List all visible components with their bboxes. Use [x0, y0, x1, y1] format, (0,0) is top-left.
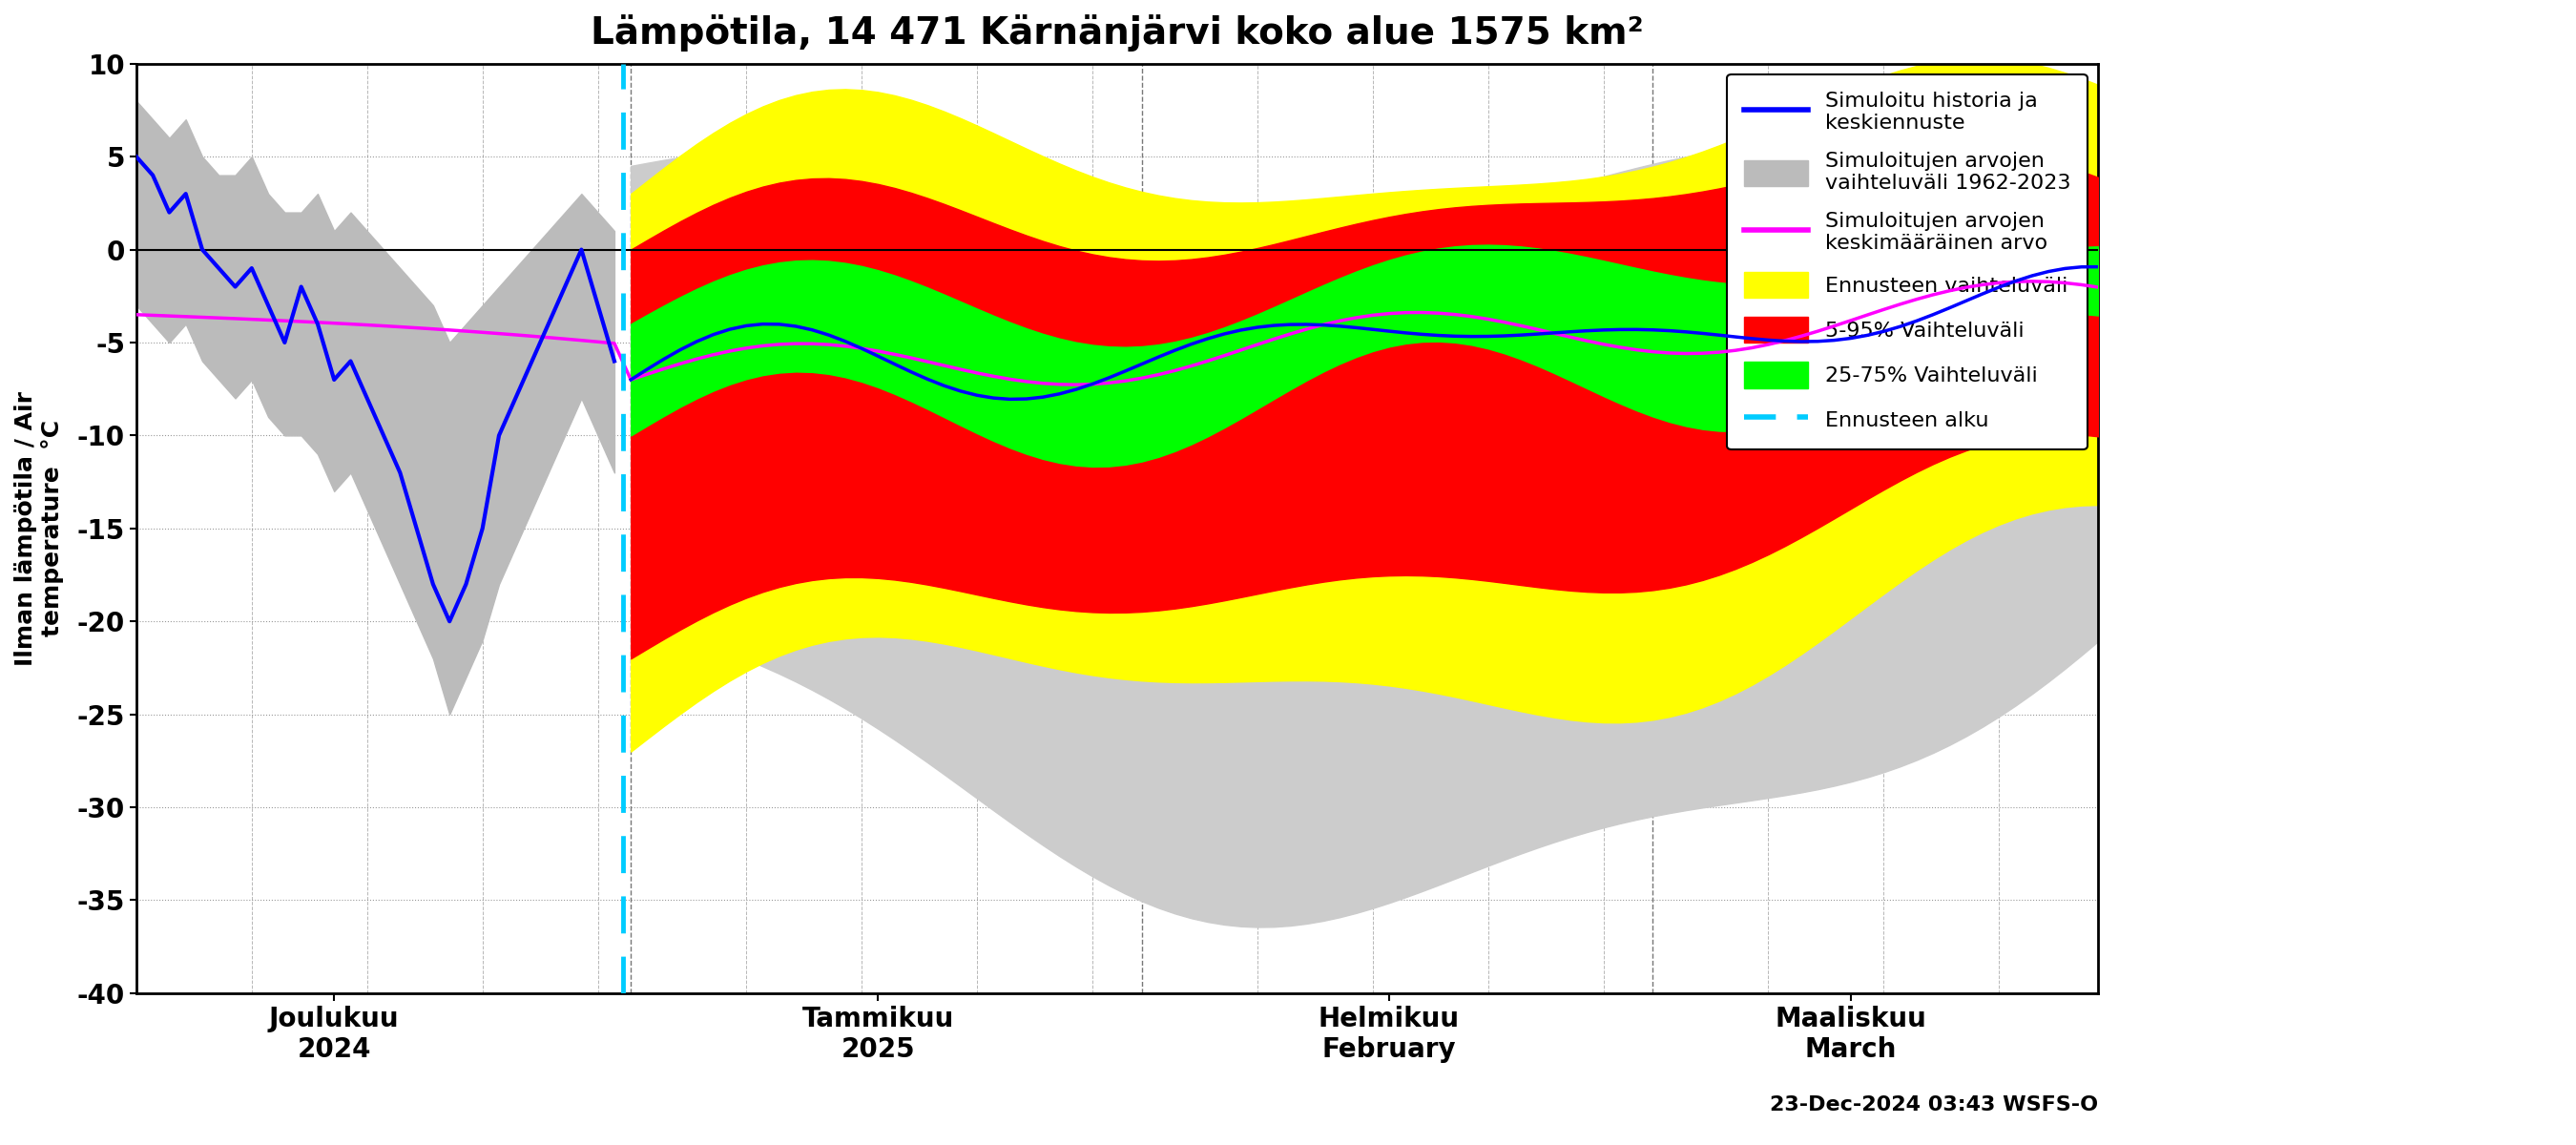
- Y-axis label: Ilman lämpötila / Air
temperature  °C: Ilman lämpötila / Air temperature °C: [15, 392, 64, 666]
- Text: 23-Dec-2024 03:43 WSFS-O: 23-Dec-2024 03:43 WSFS-O: [1770, 1095, 2097, 1114]
- Title: Lämpötila, 14 471 Kärnänjärvi koko alue 1575 km²: Lämpötila, 14 471 Kärnänjärvi koko alue …: [590, 14, 1643, 52]
- Legend: Simuloitu historia ja
keskiennuste, Simuloitujen arvojen
vaihteluväli 1962-2023,: Simuloitu historia ja keskiennuste, Simu…: [1728, 74, 2087, 450]
